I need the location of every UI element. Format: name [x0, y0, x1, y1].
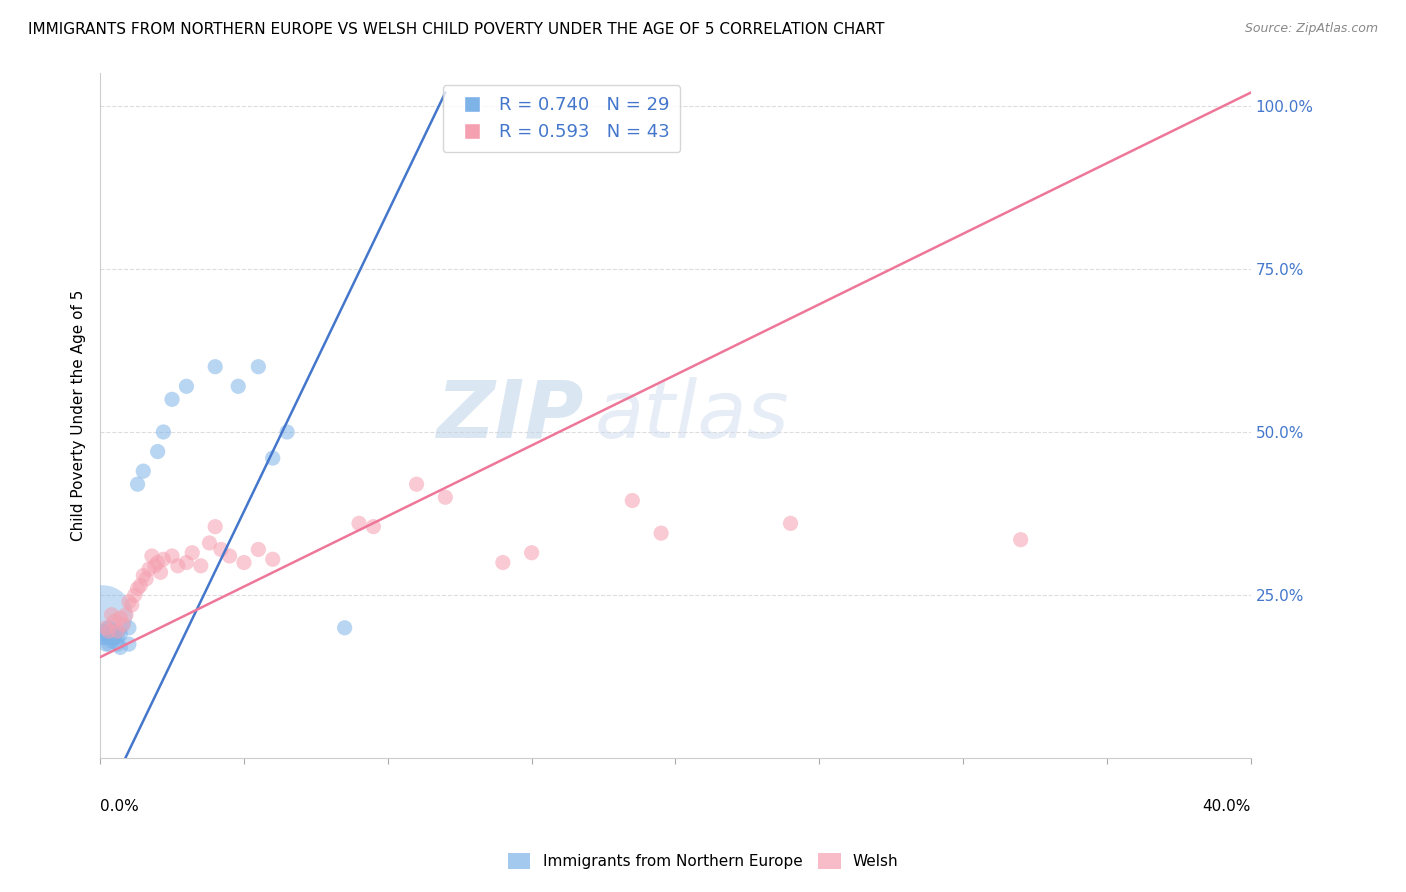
Point — [110, 640, 132, 655]
Point — [129, 578, 152, 592]
Point — [97, 624, 120, 638]
Text: Source: ZipAtlas.com: Source: ZipAtlas.com — [1244, 22, 1378, 36]
Point — [100, 624, 122, 638]
Point — [621, 493, 644, 508]
Point — [110, 627, 132, 641]
Point — [492, 556, 515, 570]
Point — [105, 637, 128, 651]
Point — [218, 549, 240, 563]
Point — [262, 552, 284, 566]
Point — [112, 617, 135, 632]
Point — [91, 607, 114, 622]
Point — [152, 552, 174, 566]
Point — [110, 611, 132, 625]
Point — [91, 624, 114, 638]
Point — [247, 359, 270, 374]
Point — [209, 542, 232, 557]
Point — [276, 425, 298, 439]
Text: atlas: atlas — [595, 376, 790, 455]
Point — [434, 490, 457, 504]
Point — [262, 451, 284, 466]
Point — [118, 595, 141, 609]
Point — [103, 631, 125, 645]
Point — [97, 621, 120, 635]
Text: ZIP: ZIP — [436, 376, 583, 455]
Point — [103, 614, 125, 628]
Point — [132, 568, 155, 582]
Point — [100, 633, 122, 648]
Point — [181, 546, 204, 560]
Point — [143, 558, 166, 573]
Point — [176, 379, 198, 393]
Point — [118, 637, 141, 651]
Point — [233, 556, 256, 570]
Point — [94, 621, 117, 635]
Point — [198, 536, 221, 550]
Point — [138, 562, 160, 576]
Point — [97, 637, 120, 651]
Point — [121, 598, 143, 612]
Legend: R = 0.740   N = 29, R = 0.593   N = 43: R = 0.740 N = 29, R = 0.593 N = 43 — [443, 86, 681, 153]
Point — [118, 621, 141, 635]
Point — [160, 549, 183, 563]
Point — [204, 519, 226, 533]
Point — [152, 425, 174, 439]
Point — [132, 464, 155, 478]
Point — [97, 631, 120, 645]
Point — [135, 572, 157, 586]
Point — [520, 546, 543, 560]
Point — [115, 607, 138, 622]
Point — [94, 627, 117, 641]
Y-axis label: Child Poverty Under the Age of 5: Child Poverty Under the Age of 5 — [72, 290, 86, 541]
Point — [127, 477, 149, 491]
Point — [105, 631, 128, 645]
Point — [347, 516, 370, 531]
Point — [103, 624, 125, 638]
Point — [226, 379, 249, 393]
Point — [247, 542, 270, 557]
Point — [124, 588, 146, 602]
Legend: Immigrants from Northern Europe, Welsh: Immigrants from Northern Europe, Welsh — [502, 847, 904, 875]
Point — [146, 444, 169, 458]
Point — [333, 621, 356, 635]
Point — [779, 516, 801, 531]
Point — [160, 392, 183, 407]
Text: 40.0%: 40.0% — [1202, 799, 1251, 814]
Point — [127, 582, 149, 596]
Point — [100, 607, 122, 622]
Text: IMMIGRANTS FROM NORTHERN EUROPE VS WELSH CHILD POVERTY UNDER THE AGE OF 5 CORREL: IMMIGRANTS FROM NORTHERN EUROPE VS WELSH… — [28, 22, 884, 37]
Point — [176, 556, 198, 570]
Point — [149, 566, 172, 580]
Point — [91, 631, 114, 645]
Point — [141, 549, 163, 563]
Point — [105, 624, 128, 638]
Point — [1010, 533, 1032, 547]
Point — [363, 519, 385, 533]
Point — [94, 637, 117, 651]
Point — [204, 359, 226, 374]
Text: 0.0%: 0.0% — [100, 799, 139, 814]
Point — [146, 556, 169, 570]
Point — [650, 526, 672, 541]
Point — [166, 558, 188, 573]
Point — [405, 477, 427, 491]
Point — [190, 558, 212, 573]
